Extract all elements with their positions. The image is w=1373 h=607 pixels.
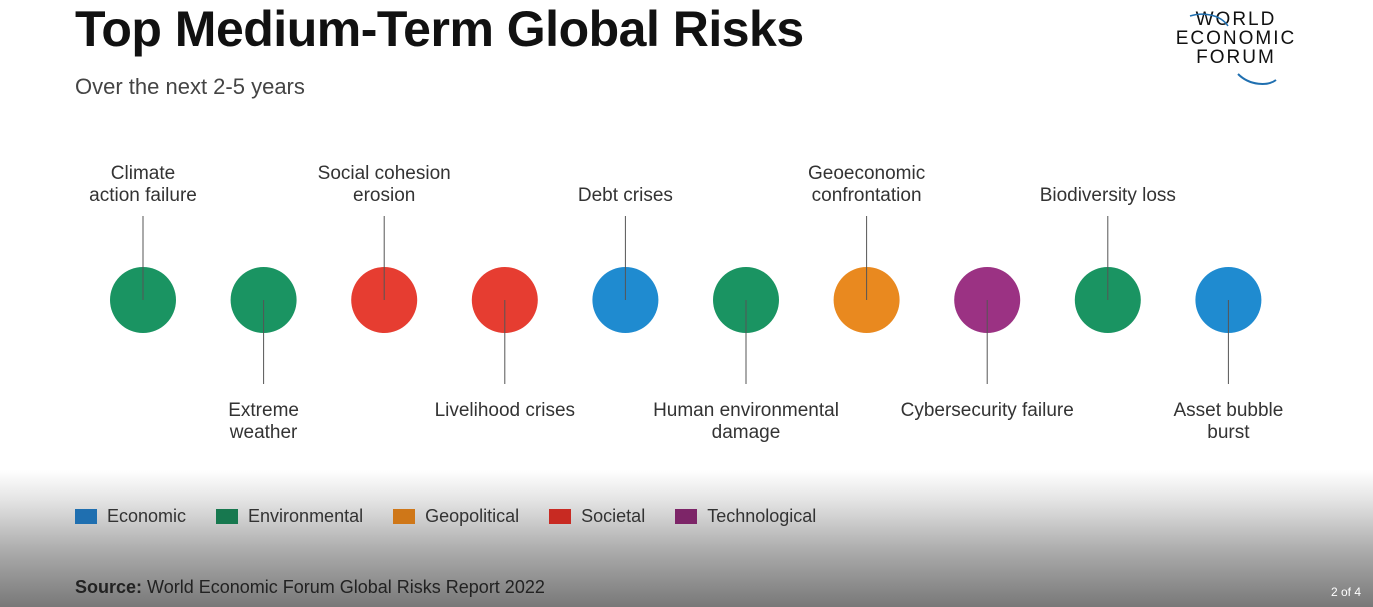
risk-item: Cybersecurity failure: [901, 267, 1074, 421]
risk-item: Livelihood crises: [435, 267, 575, 421]
source-label: Source:: [75, 577, 143, 597]
risk-label: Debt crises: [578, 185, 673, 206]
legend-label: Technological: [707, 505, 817, 526]
legend-swatch: [675, 508, 698, 524]
legend-label: Economic: [107, 505, 187, 526]
risk-item: Climate action failure: [89, 163, 197, 333]
legend-swatch: [393, 508, 416, 524]
risk-label: Climate action failure: [89, 163, 197, 206]
risk-label: Biodiversity loss: [1040, 185, 1176, 206]
legend-swatch: [549, 508, 572, 524]
risk-item: Biodiversity loss: [1040, 185, 1176, 333]
legend-swatch: [216, 508, 239, 524]
risk-item: Human environmental damage: [653, 267, 839, 443]
page-subtitle: Over the next 2-5 years: [75, 74, 305, 99]
legend-swatch: [75, 508, 97, 524]
logo-line-1: WORLD: [1195, 9, 1277, 30]
logo-line-3: FORUM: [1196, 47, 1276, 68]
legend-label: Environmental: [248, 505, 364, 526]
legend-item: Economic: [75, 506, 186, 527]
risk-label: Livelihood crises: [435, 400, 575, 421]
category-legend: Economic Environmental Geopolitical Societa…: [75, 505, 846, 527]
risk-item: Geoeconomic confrontation: [808, 163, 925, 333]
footer-background: [0, 470, 1373, 607]
risk-label: Human environmental damage: [653, 400, 839, 443]
risk-label: Asset bubble burst: [1173, 400, 1283, 443]
risk-item: Extreme weather: [228, 267, 299, 443]
legend-item: Technological: [675, 506, 816, 527]
page-indicator: 2 of 4: [1330, 585, 1361, 599]
risk-item: Social cohesion erosion: [318, 163, 451, 333]
risk-timeline: Climate action failure Extreme weather Socia…: [89, 163, 1283, 443]
risk-label: Extreme weather: [228, 400, 299, 443]
source-note: Source: World Economic Forum Global Risk…: [75, 577, 545, 598]
wef-logo: WORLD ECONOMIC FORUM: [1168, 8, 1304, 88]
legend-item: Environmental: [216, 506, 363, 527]
risk-label: Geoeconomic confrontation: [808, 163, 925, 206]
risk-label: Social cohesion erosion: [318, 163, 451, 206]
legend-label: Societal: [581, 505, 646, 526]
logo-line-2: ECONOMIC: [1175, 28, 1297, 49]
source-text: World Economic Forum Global Risks Report…: [142, 577, 545, 597]
risk-item: Debt crises: [578, 185, 673, 333]
risk-item: Asset bubble burst: [1173, 267, 1283, 443]
wef-swoosh-icon: [1189, 13, 1277, 85]
risk-label: Cybersecurity failure: [901, 400, 1074, 421]
legend-label: Geopolitical: [425, 505, 520, 526]
legend-item: Societal: [549, 506, 645, 527]
page-title: Top Medium-Term Global Risks: [75, 1, 804, 57]
legend-item: Geopolitical: [393, 506, 519, 527]
